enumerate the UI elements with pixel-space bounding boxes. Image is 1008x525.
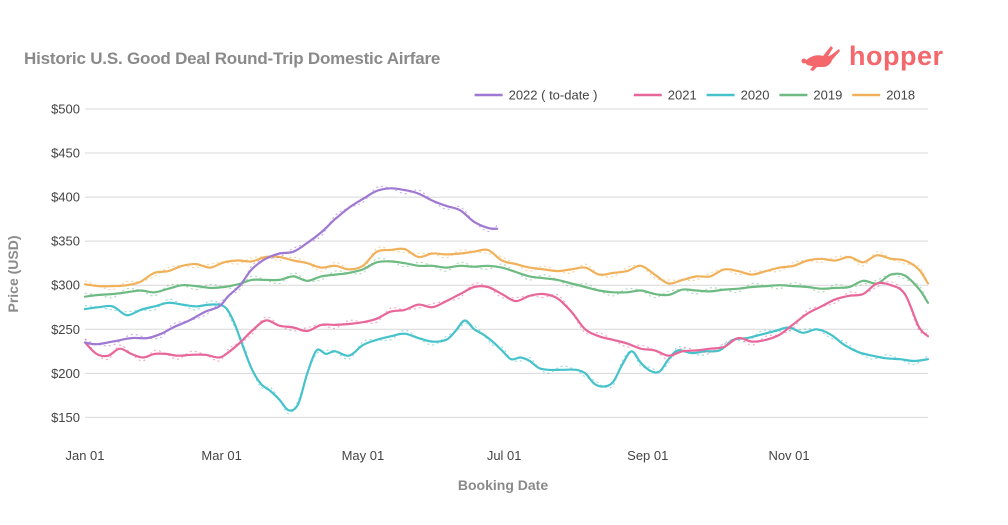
series-line-2018 bbox=[83, 247, 930, 288]
legend-item[interactable]: 2020 bbox=[706, 88, 770, 103]
x-tick-label: Sep 01 bbox=[627, 448, 668, 463]
y-axis-title: Price (USD) bbox=[5, 235, 21, 312]
legend-item[interactable]: 2021 bbox=[633, 88, 697, 103]
legend-item[interactable]: 2022 ( to-date ) bbox=[474, 88, 598, 103]
y-tick-label: $300 bbox=[51, 278, 80, 293]
legend-item[interactable]: 2019 bbox=[779, 88, 842, 103]
x-axis-title: Booking Date bbox=[458, 477, 548, 493]
x-tick-label: Mar 01 bbox=[201, 448, 241, 463]
series-raw-2020 bbox=[84, 298, 929, 415]
y-tick-label: $150 bbox=[51, 410, 80, 425]
y-tick-label: $400 bbox=[51, 190, 80, 205]
y-tick-label: $250 bbox=[51, 322, 80, 337]
legend-label: 2019 bbox=[813, 88, 842, 103]
series-raw-2018 bbox=[84, 246, 929, 291]
x-tick-label: Jul 01 bbox=[487, 448, 522, 463]
legend-item[interactable]: 2018 bbox=[852, 88, 915, 103]
legend-label: 2021 bbox=[668, 88, 697, 103]
brand-name: hopper bbox=[849, 40, 944, 71]
x-axis-ticks: Jan 01 Mar 01 May 01 Jul 01 Sep 01 Nov 01 bbox=[65, 448, 809, 463]
brand-logo: hopper bbox=[801, 38, 944, 74]
bunny-icon bbox=[801, 46, 840, 71]
y-tick-label: $450 bbox=[51, 146, 80, 161]
y-tick-label: $200 bbox=[51, 366, 80, 381]
legend-label: 2022 ( to-date ) bbox=[509, 88, 598, 103]
y-tick-label: $350 bbox=[51, 234, 80, 249]
series-line-2020 bbox=[83, 301, 930, 412]
series-raw-2021 bbox=[84, 280, 929, 362]
series-line-2019 bbox=[83, 260, 930, 304]
x-tick-label: Nov 01 bbox=[768, 448, 809, 463]
y-tick-label: $500 bbox=[51, 102, 80, 117]
chart-title: Historic U.S. Good Deal Round-Trip Domes… bbox=[24, 49, 441, 68]
series-line-2021 bbox=[83, 281, 930, 359]
x-tick-label: Jan 01 bbox=[65, 448, 104, 463]
legend: 2022 ( to-date ) 2021 2020 2019 2018 bbox=[474, 88, 915, 103]
y-axis-ticks: $150 $200 $250 $300 $350 $400 $450 $500 bbox=[51, 102, 80, 425]
series-line-2022-to-date bbox=[83, 187, 499, 346]
legend-label: 2018 bbox=[886, 88, 915, 103]
x-tick-label: May 01 bbox=[342, 448, 385, 463]
legend-label: 2020 bbox=[741, 88, 770, 103]
series-lines bbox=[83, 185, 930, 415]
